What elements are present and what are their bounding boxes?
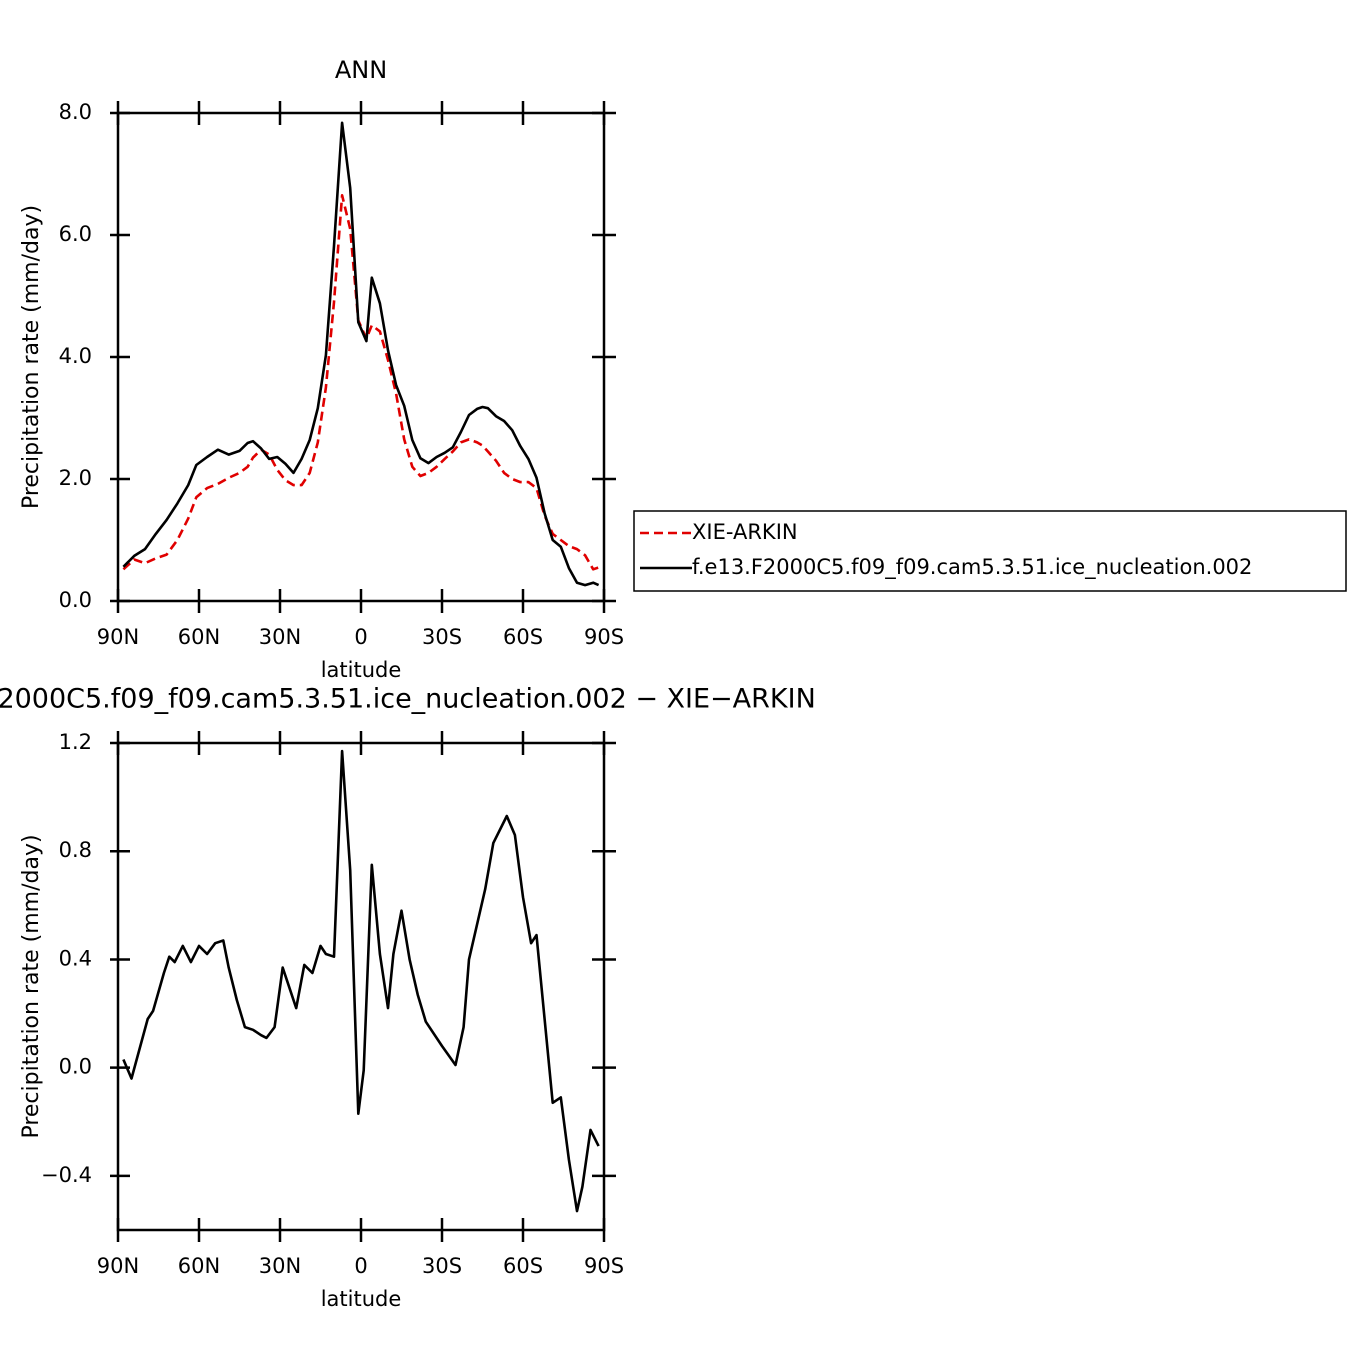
x-tick-label: 0 [354,625,367,649]
y-tick-label: 4.0 [59,344,92,368]
data-line [122,749,600,1213]
y-tick-label: 6.0 [59,222,92,246]
data-line [122,194,600,571]
x-tick-label: 0 [354,1254,367,1278]
x-tick-label: 60N [178,625,220,649]
chart-title: ANN [335,56,387,84]
y-tick-label: 0.8 [59,838,92,862]
y-tick-label: 0.0 [59,588,92,612]
plot-frame [116,111,606,603]
x-axis-label: latitude [321,1287,402,1311]
plot-frame [116,741,606,1232]
y-tick-label: 0.4 [59,946,92,970]
data-line [122,121,600,587]
legend-label: XIE-ARKIN [692,520,798,544]
y-tick-label: −0.4 [41,1163,92,1187]
x-tick-label: 90N [97,625,139,649]
y-tick-label: 2.0 [59,466,92,490]
legend: XIE-ARKIN f.e13.F2000C5.f09_f09.cam5.3.51… [633,510,1347,592]
x-tick-label: 90S [584,1254,624,1278]
x-tick-label: 60S [503,1254,543,1278]
y-tick-label: 1.2 [59,730,92,754]
x-tick-label: 60S [503,625,543,649]
x-tick-label: 90S [584,625,624,649]
x-tick-label: 90N [97,1254,139,1278]
x-tick-label: 60N [178,1254,220,1278]
legend-label: f.e13.F2000C5.f09_f09.cam5.3.51.ice_nucl… [692,555,1252,580]
legend-box [633,510,1347,592]
x-tick-label: 30S [422,1254,462,1278]
x-axis-label: latitude [321,658,402,682]
x-tick-label: 30N [259,1254,301,1278]
y-axis-label: Precipitation rate (mm/day) [19,205,44,509]
y-tick-label: 8.0 [59,100,92,124]
x-tick-label: 30S [422,625,462,649]
y-tick-label: 0.0 [59,1055,92,1079]
chart-title: f.e13.F2000C5.f09_f09.cam5.3.51.ice_nucl… [0,684,816,715]
x-tick-label: 30N [259,625,301,649]
y-axis-label: Precipitation rate (mm/day) [19,834,44,1138]
